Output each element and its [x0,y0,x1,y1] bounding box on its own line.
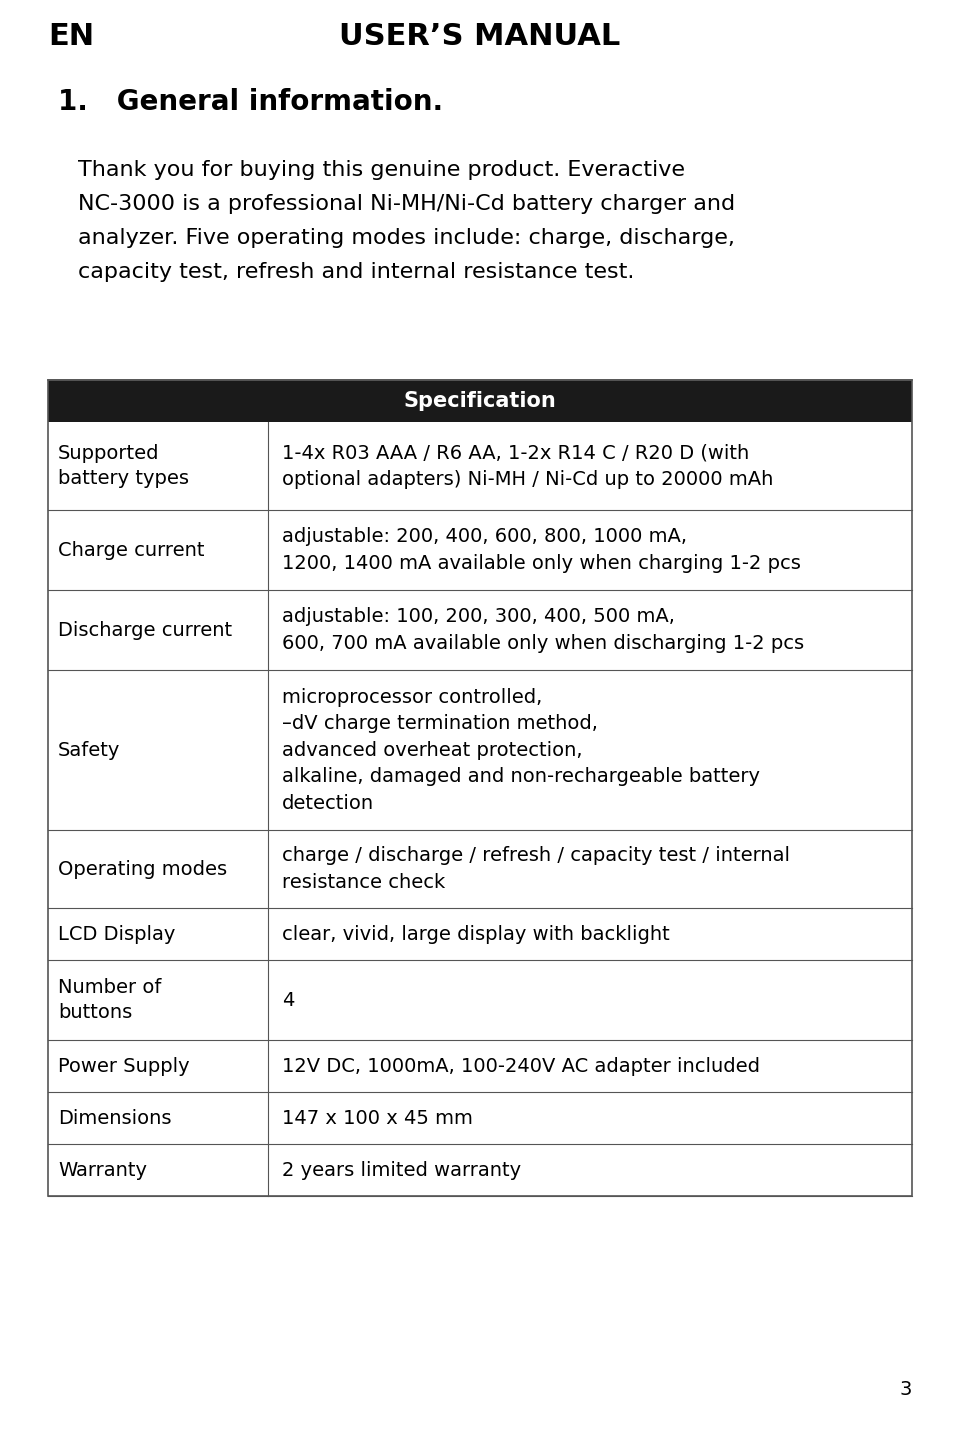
Text: capacity test, refresh and internal resistance test.: capacity test, refresh and internal resi… [78,262,635,282]
Text: Charge current: Charge current [58,540,204,560]
Bar [48,907,912,960]
Text: charge / discharge / refresh / capacity test / internal
resistance check: charge / discharge / refresh / capacity … [282,846,790,892]
Text: NC-3000 is a professional Ni-MH/Ni-Cd battery charger and: NC-3000 is a professional Ni-MH/Ni-Cd ba… [78,194,735,214]
Bar [48,510,912,590]
Text: Safety: Safety [58,740,120,759]
Text: Thank you for buying this genuine product. Everactive: Thank you for buying this genuine produc… [78,160,685,180]
Text: analyzer. Five operating modes include: charge, discharge,: analyzer. Five operating modes include: … [78,229,734,249]
Text: USER’S MANUAL: USER’S MANUAL [340,21,620,51]
Text: 12V DC, 1000mA, 100-240V AC adapter included: 12V DC, 1000mA, 100-240V AC adapter incl… [282,1056,760,1076]
Text: Discharge current: Discharge current [58,620,232,640]
Text: Dimensions: Dimensions [58,1109,172,1127]
Text: adjustable: 100, 200, 300, 400, 500 mA,
600, 700 mA available only when discharg: adjustable: 100, 200, 300, 400, 500 mA, … [282,607,804,653]
Text: Warranty: Warranty [58,1160,147,1179]
Bar [48,670,912,830]
Text: Specification: Specification [403,392,557,412]
Text: Number of
buttons: Number of buttons [58,977,161,1022]
Bar [48,960,912,1040]
Bar [48,830,912,907]
Text: 1-4x R03 AAA / R6 AA, 1-2x R14 C / R20 D (with
optional adapters) Ni-MH / Ni-Cd : 1-4x R03 AAA / R6 AA, 1-2x R14 C / R20 D… [282,443,774,489]
Text: Supported
battery types: Supported battery types [58,444,189,487]
Bar [48,590,912,670]
Text: LCD Display: LCD Display [58,925,176,943]
Bar [48,1092,912,1145]
Text: clear, vivid, large display with backlight: clear, vivid, large display with backlig… [282,925,670,943]
Text: Power Supply: Power Supply [58,1056,190,1076]
Bar [48,380,912,1196]
Bar [48,380,912,422]
Text: adjustable: 200, 400, 600, 800, 1000 mA,
1200, 1400 mA available only when charg: adjustable: 200, 400, 600, 800, 1000 mA,… [282,527,801,573]
Text: 3: 3 [900,1380,912,1399]
Bar [48,1145,912,1196]
Bar [48,422,912,510]
Text: microprocessor controlled,
–dV charge termination method,
advanced overheat prot: microprocessor controlled, –dV charge te… [282,687,760,813]
Text: 147 x 100 x 45 mm: 147 x 100 x 45 mm [282,1109,473,1127]
Text: 4: 4 [282,990,295,1009]
Text: 1.   General information.: 1. General information. [58,89,444,116]
Text: Operating modes: Operating modes [58,859,228,879]
Text: EN: EN [48,21,94,51]
Text: 2 years limited warranty: 2 years limited warranty [282,1160,521,1179]
Bar [48,1040,912,1092]
